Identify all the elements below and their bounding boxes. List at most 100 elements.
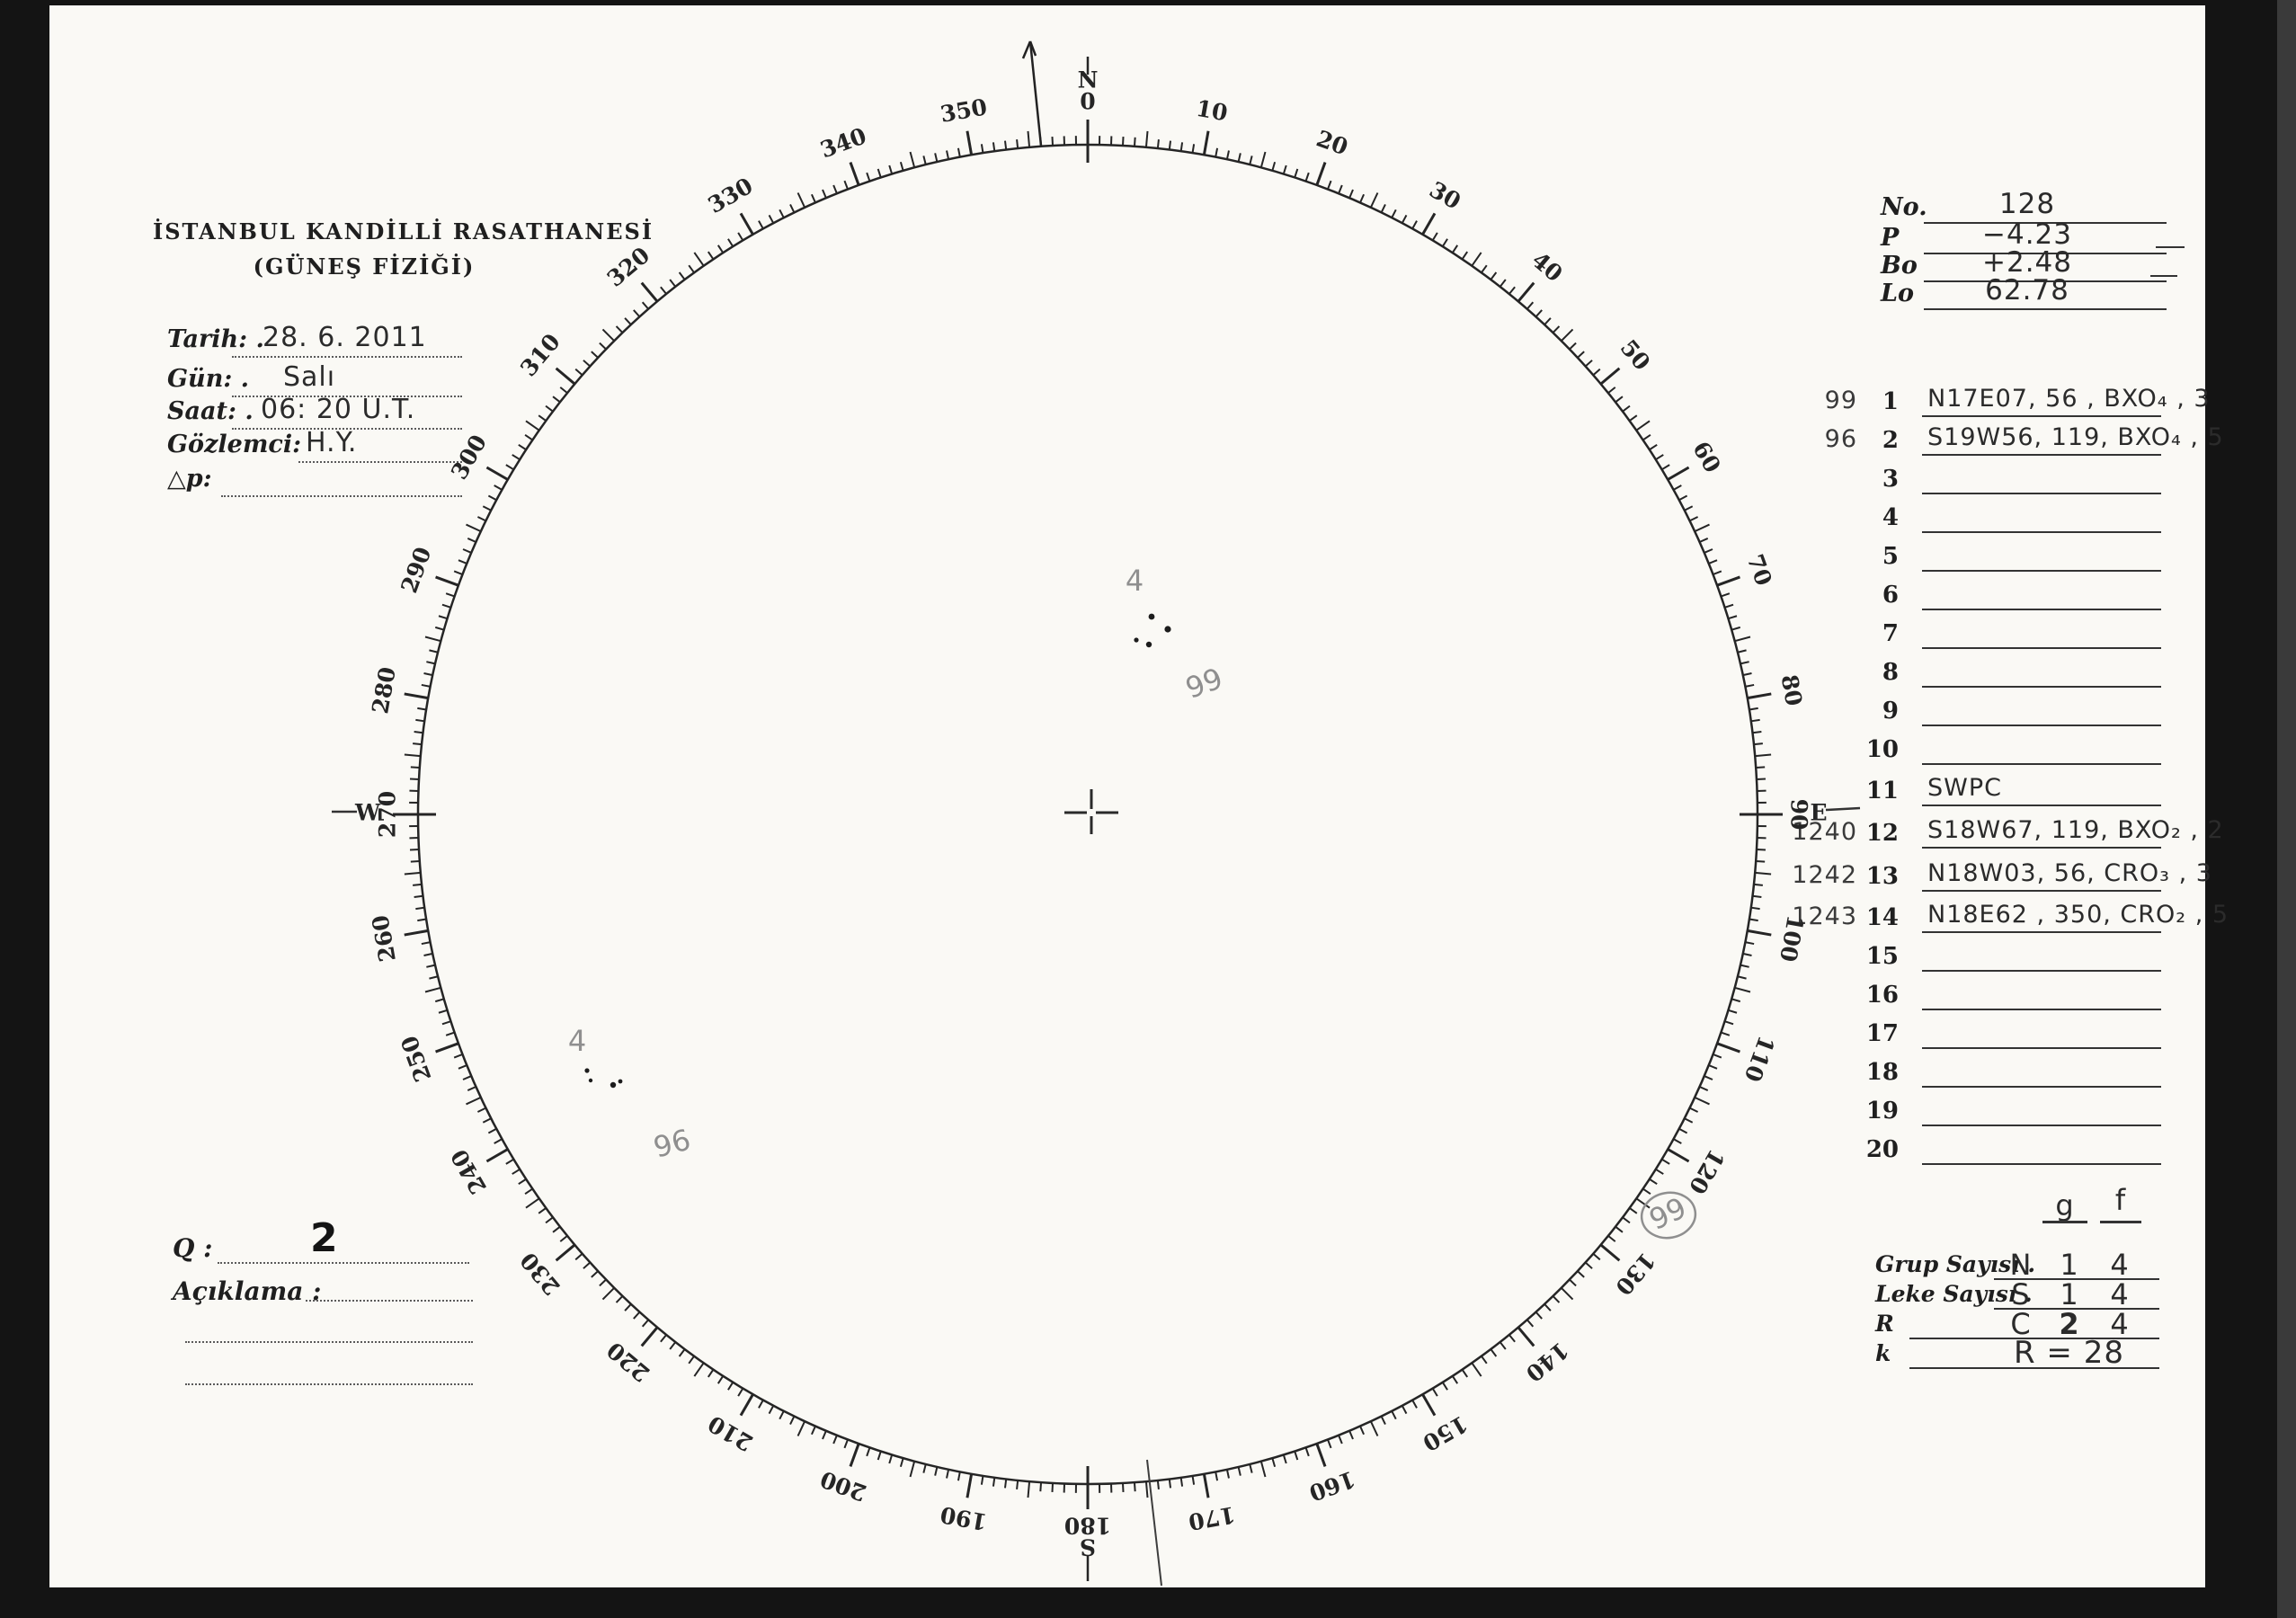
north-arrow-shaft [1028, 40, 1043, 147]
degree-tick [1673, 1138, 1682, 1144]
degree-tick [414, 730, 423, 734]
degree-label: 200 [817, 1466, 870, 1507]
degree-label: 110 [1740, 1032, 1780, 1085]
degree-tick [946, 1469, 950, 1479]
degree-tick [1348, 189, 1354, 199]
degree-tick [843, 180, 849, 190]
degree-tick [414, 894, 423, 899]
degree-tick [1667, 1148, 1690, 1163]
degree-tick [1179, 1477, 1184, 1487]
degree-tick [849, 162, 860, 186]
degree-tick [441, 603, 451, 609]
region-rule [1922, 890, 2161, 892]
degree-tick [494, 1138, 503, 1144]
degree-tick [574, 1253, 583, 1261]
degree-tick [1704, 1075, 1713, 1080]
degree-label: 80 [1776, 672, 1808, 707]
degree-tick [1635, 1197, 1651, 1209]
summary-g: 1 [2060, 1248, 2079, 1282]
degree-tick [552, 396, 561, 404]
region-rule [1922, 1009, 2161, 1010]
degree-tick [888, 164, 894, 174]
degree-label: 320 [602, 242, 655, 292]
degree-tick [789, 1416, 796, 1426]
degree-tick [678, 1348, 686, 1357]
degree-tick [669, 279, 677, 288]
degree-tick [843, 1439, 849, 1449]
degree-tick [538, 414, 547, 422]
ephemeris-rule-extra [2156, 246, 2185, 248]
degree-tick [1721, 592, 1731, 598]
degree-tick [739, 1393, 754, 1417]
degree-label: 240 [446, 1145, 492, 1199]
degree-tick [438, 615, 448, 620]
sunspot-dot [618, 1079, 623, 1084]
degree-tick [1740, 964, 1749, 968]
north-zero-label: 0 [1080, 89, 1095, 115]
degree-tick [1225, 1469, 1230, 1479]
field-rule [298, 461, 462, 463]
degree-tick [1750, 718, 1760, 723]
degree-tick [1508, 286, 1516, 295]
degree-label: 220 [602, 1337, 655, 1387]
degree-tick [1327, 180, 1332, 190]
region-number: 4 [1882, 504, 1899, 531]
degree-tick [768, 1405, 775, 1415]
region-number: 14 [1865, 904, 1899, 931]
degree-tick [1451, 244, 1459, 253]
region-number: 15 [1865, 943, 1899, 970]
degree-tick [1237, 153, 1241, 163]
field-label: Gün: . [167, 365, 250, 393]
degree-tick [1678, 494, 1688, 502]
degree-tick [1051, 136, 1055, 147]
degree-tick [1121, 1482, 1125, 1493]
summary-label: R [1875, 1311, 1894, 1337]
spot-count-note: 4 [1126, 564, 1144, 598]
degree-tick [476, 516, 486, 522]
degree-tick [1694, 1096, 1710, 1106]
degree-tick [633, 1311, 641, 1320]
degree-tick [404, 871, 421, 876]
region-rule [1922, 1163, 2161, 1165]
ephemeris-value: 62.78 [1985, 274, 2069, 307]
summary-label: Grup Sayısı . [1875, 1251, 2036, 1277]
degree-tick [410, 766, 420, 769]
ephemeris-label: Lo [1881, 280, 1914, 307]
degree-tick [1315, 1443, 1327, 1467]
degree-tick [435, 575, 459, 587]
region-number: 10 [1865, 736, 1899, 763]
degree-tick [555, 1243, 576, 1262]
degree-tick [599, 1278, 607, 1287]
degree-label: 130 [1610, 1248, 1660, 1301]
degree-tick [487, 1127, 497, 1134]
degree-tick [615, 325, 624, 333]
degree-tick [1544, 1303, 1552, 1311]
degree-tick [434, 998, 445, 1003]
degree-tick [946, 150, 950, 160]
circled-note-ellipse [1640, 1191, 1697, 1240]
solar-disk-circle [416, 143, 1759, 1486]
degree-tick [1753, 742, 1763, 746]
degree-tick [980, 1475, 984, 1485]
region-number: 12 [1865, 820, 1899, 847]
degree-tick [693, 252, 705, 267]
q-rule [218, 1262, 469, 1264]
degree-tick [1584, 1261, 1593, 1269]
degree-tick [1728, 615, 1738, 620]
degree-tick [1552, 1295, 1561, 1303]
field-rule [221, 495, 462, 497]
degree-tick [1411, 1400, 1418, 1409]
degree-tick [1737, 975, 1747, 980]
degree-tick [1016, 1480, 1019, 1489]
degree-tick [1237, 1466, 1241, 1476]
degree-label: 10 [1194, 95, 1229, 127]
degree-tick [1304, 172, 1310, 182]
degree-tick [641, 1319, 649, 1328]
degree-tick [1499, 1341, 1507, 1350]
degree-tick [574, 368, 583, 376]
summary-rule [1909, 1367, 2159, 1369]
degree-label: 230 [515, 1248, 565, 1301]
degree-tick [1552, 325, 1561, 333]
field-label: Gözlemci: [167, 431, 302, 458]
degree-tick [1561, 1287, 1574, 1301]
